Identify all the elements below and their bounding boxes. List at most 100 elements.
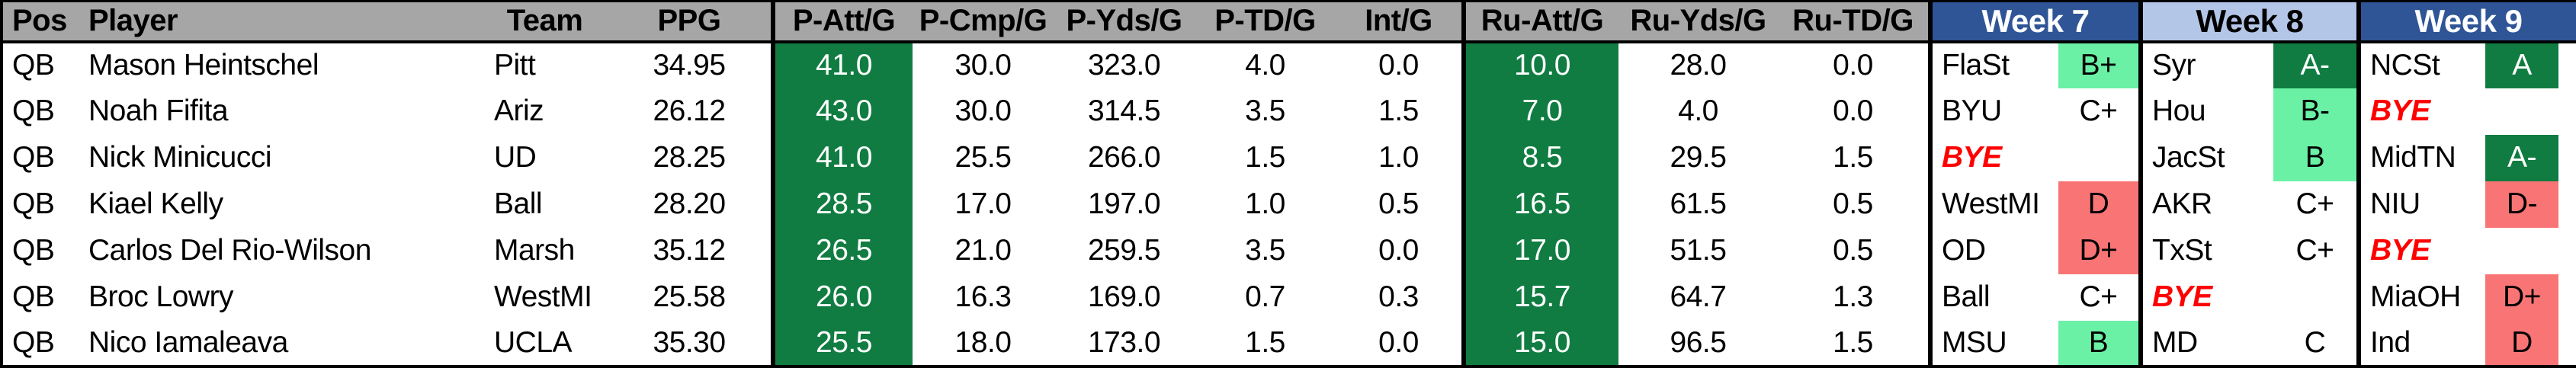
cell-pass-cmp-per-game[interactable]: 30.0 (913, 41, 1054, 88)
cell-pass-td-per-game[interactable]: 1.0 (1195, 181, 1336, 228)
cell-position[interactable]: QB (2, 88, 78, 135)
cell-int-per-game[interactable]: 0.0 (1336, 227, 1464, 274)
cell-rush-td-per-game[interactable]: 0.5 (1778, 227, 1930, 274)
cell-team[interactable]: WestMI (482, 274, 608, 321)
cell-week9-matchup-grade[interactable]: A- (2485, 134, 2558, 181)
cell-week9-opponent[interactable]: Ind (2356, 320, 2485, 367)
cell-week9-opponent[interactable]: BYE (2356, 227, 2485, 274)
cell-pass-yds-per-game[interactable]: 266.0 (1054, 134, 1195, 181)
cell-pass-td-per-game[interactable]: 3.5 (1195, 227, 1336, 274)
cell-pass-att-per-game[interactable]: 25.5 (771, 320, 913, 367)
cell-position[interactable]: QB (2, 41, 78, 88)
cell-pass-td-per-game[interactable]: 1.5 (1195, 134, 1336, 181)
cell-week8-opponent[interactable]: JacSt (2138, 134, 2273, 181)
cell-ppg[interactable]: 25.58 (608, 274, 773, 321)
col-header-pos[interactable]: Pos (2, 1, 78, 43)
cell-int-per-game[interactable]: 1.0 (1336, 134, 1464, 181)
cell-week7-matchup-grade[interactable]: C+ (2058, 88, 2141, 135)
cell-pass-cmp-per-game[interactable]: 16.3 (913, 274, 1054, 321)
cell-week8-opponent[interactable]: Hou (2138, 88, 2273, 135)
cell-week9-opponent[interactable]: BYE (2356, 88, 2485, 135)
cell-team[interactable]: UCLA (482, 320, 608, 367)
cell-week7-opponent[interactable]: BYE (1928, 134, 2058, 181)
col-header-p-td[interactable]: P-TD/G (1195, 1, 1336, 43)
cell-position[interactable]: QB (2, 134, 78, 181)
cell-pass-att-per-game[interactable]: 43.0 (771, 88, 913, 135)
cell-player-name[interactable]: Nick Minicucci (78, 134, 482, 181)
cell-pass-yds-per-game[interactable]: 323.0 (1054, 41, 1195, 88)
cell-pass-td-per-game[interactable]: 0.7 (1195, 274, 1336, 321)
cell-rush-td-per-game[interactable]: 1.5 (1778, 134, 1930, 181)
cell-rush-yds-per-game[interactable]: 64.7 (1618, 274, 1778, 321)
cell-rush-yds-per-game[interactable]: 28.0 (1618, 41, 1778, 88)
cell-week7-matchup-grade[interactable]: B (2058, 320, 2141, 367)
cell-ppg[interactable]: 26.12 (608, 88, 773, 135)
cell-player-name[interactable]: Noah Fifita (78, 88, 482, 135)
cell-team[interactable]: Ball (482, 181, 608, 228)
cell-pass-cmp-per-game[interactable]: 25.5 (913, 134, 1054, 181)
col-header-week8[interactable]: Week 8 (2138, 1, 2359, 43)
cell-week9-opponent[interactable]: MiaOH (2356, 274, 2485, 321)
cell-position[interactable]: QB (2, 274, 78, 321)
col-header-ru-att[interactable]: Ru-Att/G (1461, 1, 1618, 43)
cell-week7-opponent[interactable]: MSU (1928, 320, 2058, 367)
cell-rush-att-per-game[interactable]: 7.0 (1461, 88, 1618, 135)
cell-int-per-game[interactable]: 0.0 (1336, 320, 1464, 367)
cell-position[interactable]: QB (2, 320, 78, 367)
cell-pass-cmp-per-game[interactable]: 30.0 (913, 88, 1054, 135)
cell-player-name[interactable]: Carlos Del Rio-Wilson (78, 227, 482, 274)
cell-pass-att-per-game[interactable]: 26.5 (771, 227, 913, 274)
cell-week9-opponent[interactable]: NIU (2356, 181, 2485, 228)
col-header-p-yds[interactable]: P-Yds/G (1054, 1, 1195, 43)
cell-pass-td-per-game[interactable]: 1.5 (1195, 320, 1336, 367)
cell-week8-opponent[interactable]: MD (2138, 320, 2273, 367)
cell-week7-matchup-grade[interactable] (2058, 134, 2141, 181)
col-header-p-att[interactable]: P-Att/G (771, 1, 913, 43)
cell-week9-matchup-grade[interactable]: D+ (2485, 274, 2558, 321)
cell-player-name[interactable]: Nico Iamaleava (78, 320, 482, 367)
cell-rush-td-per-game[interactable]: 0.5 (1778, 181, 1930, 228)
cell-week9-matchup-grade[interactable]: A (2485, 41, 2558, 88)
col-header-ru-yds[interactable]: Ru-Yds/G (1618, 1, 1778, 43)
cell-pass-att-per-game[interactable]: 41.0 (771, 134, 913, 181)
cell-rush-yds-per-game[interactable]: 96.5 (1618, 320, 1778, 367)
cell-week7-matchup-grade[interactable]: D+ (2058, 227, 2141, 274)
col-header-ppg[interactable]: PPG (608, 1, 773, 43)
cell-week8-matchup-grade[interactable]: B (2273, 134, 2359, 181)
cell-ppg[interactable]: 35.12 (608, 227, 773, 274)
cell-int-per-game[interactable]: 0.0 (1336, 41, 1464, 88)
cell-pass-yds-per-game[interactable]: 197.0 (1054, 181, 1195, 228)
cell-week9-matchup-grade[interactable]: D- (2485, 181, 2558, 228)
col-header-week7[interactable]: Week 7 (1928, 1, 2141, 43)
cell-week7-opponent[interactable]: Ball (1928, 274, 2058, 321)
cell-rush-td-per-game[interactable]: 0.0 (1778, 41, 1930, 88)
cell-ppg[interactable]: 28.20 (608, 181, 773, 228)
cell-int-per-game[interactable]: 0.3 (1336, 274, 1464, 321)
cell-rush-yds-per-game[interactable]: 51.5 (1618, 227, 1778, 274)
cell-week8-matchup-grade[interactable]: C (2273, 320, 2359, 367)
col-header-ru-td[interactable]: Ru-TD/G (1778, 1, 1930, 43)
cell-week9-matchup-grade[interactable] (2485, 88, 2558, 135)
cell-week9-opponent[interactable]: NCSt (2356, 41, 2485, 88)
cell-team[interactable]: Pitt (482, 41, 608, 88)
cell-rush-att-per-game[interactable]: 10.0 (1461, 41, 1618, 88)
col-header-int[interactable]: Int/G (1336, 1, 1464, 43)
cell-player-name[interactable]: Kiael Kelly (78, 181, 482, 228)
cell-team[interactable]: UD (482, 134, 608, 181)
cell-rush-att-per-game[interactable]: 17.0 (1461, 227, 1618, 274)
cell-player-name[interactable]: Broc Lowry (78, 274, 482, 321)
cell-team[interactable]: Marsh (482, 227, 608, 274)
cell-week8-matchup-grade[interactable]: A- (2273, 41, 2359, 88)
cell-week7-opponent[interactable]: FlaSt (1928, 41, 2058, 88)
cell-rush-td-per-game[interactable]: 1.5 (1778, 320, 1930, 367)
cell-week7-opponent[interactable]: BYU (1928, 88, 2058, 135)
cell-week8-opponent[interactable]: TxSt (2138, 227, 2273, 274)
cell-pass-cmp-per-game[interactable]: 21.0 (913, 227, 1054, 274)
cell-rush-att-per-game[interactable]: 15.7 (1461, 274, 1618, 321)
cell-week7-matchup-grade[interactable]: C+ (2058, 274, 2141, 321)
col-header-week9[interactable]: Week 9 (2356, 1, 2576, 43)
cell-rush-td-per-game[interactable]: 1.3 (1778, 274, 1930, 321)
cell-pass-yds-per-game[interactable]: 173.0 (1054, 320, 1195, 367)
cell-pass-td-per-game[interactable]: 4.0 (1195, 41, 1336, 88)
cell-rush-att-per-game[interactable]: 16.5 (1461, 181, 1618, 228)
